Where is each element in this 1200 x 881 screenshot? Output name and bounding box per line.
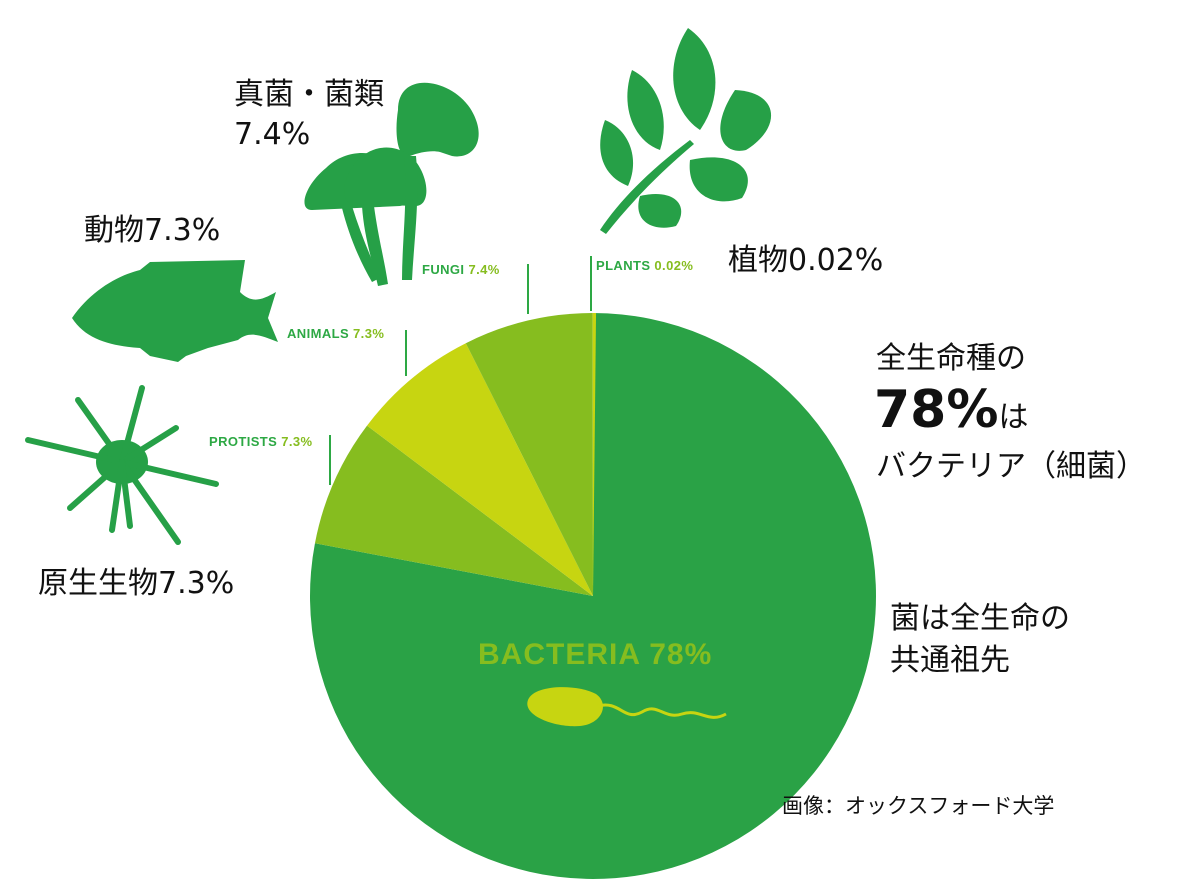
fungi-name: FUNGI bbox=[422, 262, 465, 277]
protists-pct: 7.3% bbox=[281, 434, 313, 449]
headline-line-1: 全生命種の bbox=[876, 341, 1026, 376]
animals-jp-label: 動物7.3% bbox=[84, 213, 221, 248]
fungi-pct: 7.4% bbox=[468, 262, 500, 277]
animals-pct: 7.3% bbox=[353, 326, 385, 341]
fungi-slice-label: FUNGI 7.4% bbox=[422, 262, 500, 277]
protists-leader bbox=[329, 435, 331, 485]
pie-slice-fungi bbox=[465, 313, 593, 596]
note-line-1: 菌は全生命の bbox=[890, 601, 1070, 636]
pie-slice-plants bbox=[592, 313, 597, 596]
image-credit: 画像：オックスフォード大学 bbox=[782, 794, 1055, 818]
mushroom-icon bbox=[304, 82, 479, 286]
fungi-leader bbox=[527, 264, 529, 314]
protists-name: PROTISTS bbox=[209, 434, 278, 449]
pie-slice-animals bbox=[367, 343, 593, 596]
plants-name: PLANTS bbox=[596, 258, 651, 273]
pie-slice-protists bbox=[314, 425, 593, 596]
plants-pct: 0.02% bbox=[654, 258, 694, 273]
headline-percent: 78% bbox=[874, 380, 999, 440]
plants-jp-label: 植物0.02% bbox=[728, 243, 884, 278]
bacteria-pct: 78% bbox=[649, 638, 713, 671]
plants-slice-label: PLANTS 0.02% bbox=[596, 258, 693, 273]
headline-suffix: は bbox=[998, 400, 1029, 435]
headline-line-2: 78%は bbox=[874, 380, 1028, 440]
pie-chart bbox=[310, 313, 877, 879]
bacteria-name: BACTERIA bbox=[478, 638, 640, 671]
fungi-jp-pct: 7.4% bbox=[234, 117, 311, 152]
headline-line-3: バクテリア（細菌） bbox=[876, 449, 1146, 484]
plants-leader bbox=[590, 256, 592, 311]
animals-slice-label: ANIMALS 7.3% bbox=[287, 326, 384, 341]
fish-icon bbox=[72, 260, 278, 362]
fungi-jp-name: 真菌・菌類 bbox=[234, 77, 384, 112]
protists-slice-label: PROTISTS 7.3% bbox=[209, 434, 312, 449]
animals-leader bbox=[405, 330, 407, 376]
bacterium-icon bbox=[527, 687, 727, 727]
animals-name: ANIMALS bbox=[287, 326, 350, 341]
protists-jp-label: 原生生物7.3% bbox=[38, 566, 235, 601]
leaf-icon bbox=[600, 28, 772, 234]
protist-icon bbox=[25, 385, 219, 545]
bacteria-slice-label: BACTERIA 78% bbox=[478, 638, 712, 672]
note-line-2: 共通祖先 bbox=[890, 643, 1010, 678]
